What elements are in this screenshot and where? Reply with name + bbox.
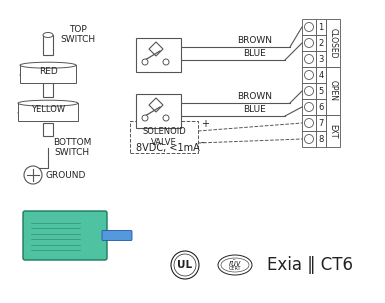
- Bar: [20, 66, 76, 84]
- FancyBboxPatch shape: [102, 231, 132, 241]
- Bar: [316, 99, 326, 115]
- Text: 3: 3: [318, 55, 324, 64]
- Text: -: -: [201, 137, 204, 147]
- Circle shape: [305, 118, 313, 128]
- Bar: [326, 67, 340, 115]
- Bar: [302, 99, 316, 115]
- Text: 6: 6: [318, 102, 324, 112]
- Circle shape: [305, 102, 313, 112]
- Text: BOTTOM
SWITCH: BOTTOM SWITCH: [53, 138, 91, 157]
- Text: 8: 8: [318, 135, 324, 144]
- Bar: [136, 94, 181, 128]
- Ellipse shape: [20, 62, 76, 68]
- Text: RED: RED: [38, 66, 57, 75]
- Text: BROWN: BROWN: [238, 92, 273, 101]
- FancyBboxPatch shape: [23, 211, 107, 260]
- Bar: [316, 131, 326, 147]
- Polygon shape: [149, 42, 163, 56]
- Circle shape: [174, 254, 196, 276]
- Bar: [130, 121, 198, 153]
- Text: 7: 7: [318, 118, 324, 128]
- Bar: [302, 115, 316, 131]
- Bar: [326, 115, 340, 147]
- Text: Exia ‖ CT6: Exia ‖ CT6: [267, 256, 353, 274]
- Bar: [20, 65, 76, 83]
- Bar: [18, 103, 78, 121]
- Circle shape: [171, 251, 199, 279]
- Circle shape: [305, 22, 313, 32]
- Bar: [43, 123, 53, 136]
- Bar: [316, 35, 326, 51]
- Bar: [302, 51, 316, 67]
- Circle shape: [163, 59, 169, 65]
- Ellipse shape: [18, 100, 78, 106]
- Text: 8VDC, <1mA: 8VDC, <1mA: [136, 143, 200, 153]
- Text: EXT: EXT: [328, 124, 338, 138]
- Bar: [43, 83, 53, 97]
- Circle shape: [163, 115, 169, 121]
- Circle shape: [142, 115, 148, 121]
- Circle shape: [24, 166, 42, 184]
- Bar: [43, 35, 53, 55]
- Circle shape: [305, 55, 313, 64]
- Text: CLOSED: CLOSED: [328, 28, 338, 58]
- Text: +: +: [201, 119, 209, 129]
- Bar: [136, 38, 181, 72]
- Bar: [302, 83, 316, 99]
- Text: rüv: rüv: [229, 258, 241, 268]
- Polygon shape: [149, 98, 163, 112]
- Text: BROWN: BROWN: [238, 36, 273, 45]
- Text: OPEN: OPEN: [328, 81, 338, 102]
- Text: 4: 4: [318, 71, 324, 79]
- Bar: [326, 19, 340, 67]
- Bar: [316, 83, 326, 99]
- Text: 5: 5: [318, 86, 324, 95]
- Text: GROUND: GROUND: [45, 171, 85, 179]
- Text: SOLENOID
VALVE: SOLENOID VALVE: [142, 127, 186, 147]
- Circle shape: [142, 59, 148, 65]
- Text: CERT: CERT: [229, 265, 241, 271]
- Bar: [316, 19, 326, 35]
- Ellipse shape: [18, 110, 78, 116]
- Bar: [302, 35, 316, 51]
- Text: TOP
SWITCH: TOP SWITCH: [60, 25, 95, 45]
- Text: BLUE: BLUE: [244, 49, 266, 58]
- Circle shape: [305, 71, 313, 79]
- Ellipse shape: [43, 32, 53, 38]
- Text: 1: 1: [318, 22, 324, 32]
- Bar: [302, 67, 316, 83]
- Circle shape: [305, 86, 313, 95]
- Bar: [18, 104, 78, 122]
- Text: YELLOW: YELLOW: [31, 105, 65, 114]
- Circle shape: [305, 135, 313, 144]
- Bar: [316, 51, 326, 67]
- Bar: [302, 131, 316, 147]
- Ellipse shape: [218, 255, 252, 275]
- Bar: [302, 19, 316, 35]
- Text: UL: UL: [177, 260, 192, 270]
- Bar: [316, 67, 326, 83]
- Bar: [316, 115, 326, 131]
- Text: BLUE: BLUE: [244, 105, 266, 114]
- Text: 2: 2: [318, 38, 324, 48]
- Ellipse shape: [20, 72, 76, 78]
- Ellipse shape: [221, 258, 249, 272]
- Circle shape: [305, 38, 313, 48]
